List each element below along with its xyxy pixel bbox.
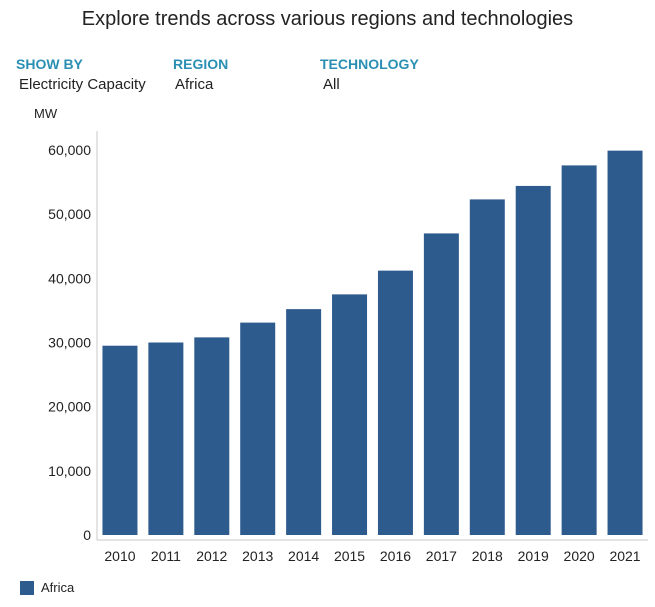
bar-2014: [286, 309, 322, 535]
legend-swatch-africa: [20, 580, 34, 595]
region-value[interactable]: Africa: [175, 76, 214, 93]
show-by-filter[interactable]: SHOW BY Electricity Capacity: [16, 56, 146, 93]
bar-2020: [561, 165, 597, 535]
y-tick-label: 30,000: [48, 335, 91, 351]
bar-2018: [469, 199, 505, 536]
show-by-value[interactable]: Electricity Capacity: [19, 76, 146, 93]
legend-label-africa: Africa: [41, 580, 75, 595]
bar-2012: [194, 337, 230, 535]
x-tick-label: 2018: [472, 548, 503, 564]
show-by-label: SHOW BY: [16, 56, 83, 72]
y-tick-label: 10,000: [48, 463, 91, 479]
x-tick-label: 2019: [518, 548, 549, 564]
region-label: REGION: [173, 56, 229, 72]
y-tick-label: 40,000: [48, 270, 91, 286]
legend: Africa: [20, 580, 74, 595]
bar-2017: [423, 233, 459, 535]
bar-2010: [102, 345, 138, 535]
y-tick-label: 60,000: [48, 142, 91, 158]
bar-2021: [607, 150, 643, 535]
x-tick-label: 2014: [288, 548, 319, 564]
x-tick-label: 2020: [564, 548, 595, 564]
x-tick-label: 2015: [334, 548, 365, 564]
x-tick-label: 2010: [104, 548, 135, 564]
bar-2016: [377, 270, 413, 535]
bar-2011: [148, 342, 184, 535]
technology-label: TECHNOLOGY: [320, 56, 419, 72]
bar-2019: [515, 185, 551, 535]
x-tick-label: 2013: [242, 548, 273, 564]
page-title: Explore trends across various regions an…: [81, 8, 574, 30]
bar-2013: [240, 322, 276, 535]
bar-2015: [332, 294, 368, 535]
technology-filter[interactable]: TECHNOLOGY All: [320, 56, 419, 93]
y-tick-label: 0: [83, 527, 91, 543]
x-tick-label: 2016: [380, 548, 411, 564]
y-tick-label: 50,000: [48, 206, 91, 222]
x-tick-label: 2021: [609, 548, 640, 564]
technology-value[interactable]: All: [323, 76, 340, 93]
y-tick-label: 20,000: [48, 399, 91, 415]
x-tick-label: 2017: [426, 548, 457, 564]
y-axis-unit-label: MW: [34, 106, 58, 121]
region-filter[interactable]: REGION Africa: [173, 56, 228, 93]
x-tick-label: 2011: [151, 548, 181, 564]
x-tick-label: 2012: [196, 548, 227, 564]
